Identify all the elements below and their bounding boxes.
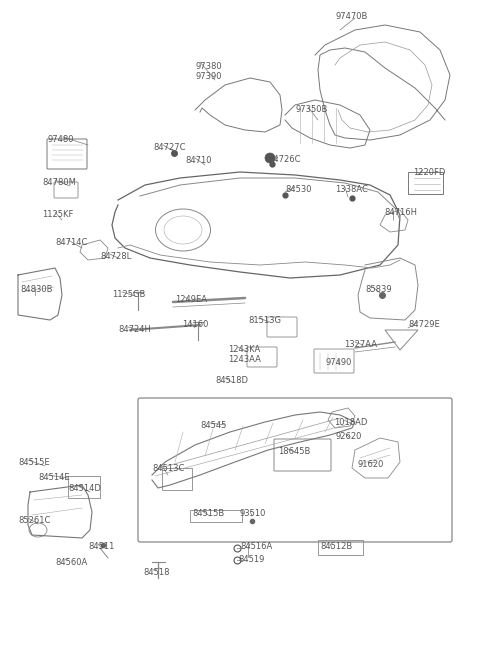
Text: 97390: 97390 bbox=[195, 72, 221, 81]
Text: 84729E: 84729E bbox=[408, 320, 440, 329]
Bar bbox=[318, 540, 363, 555]
Text: 1125GB: 1125GB bbox=[112, 290, 145, 299]
Text: 91620: 91620 bbox=[358, 460, 384, 469]
Text: 84724H: 84724H bbox=[118, 325, 151, 334]
Text: 81513G: 81513G bbox=[248, 316, 281, 325]
Text: 84728L: 84728L bbox=[100, 252, 131, 261]
Text: 1125KF: 1125KF bbox=[42, 210, 73, 219]
Text: 84530: 84530 bbox=[285, 185, 312, 194]
Text: 1327AA: 1327AA bbox=[344, 340, 377, 349]
Bar bbox=[190, 510, 242, 522]
Text: 97380: 97380 bbox=[195, 62, 222, 71]
Text: 84714C: 84714C bbox=[55, 238, 87, 247]
Text: 14160: 14160 bbox=[182, 320, 208, 329]
Bar bbox=[408, 172, 443, 194]
Text: 93510: 93510 bbox=[240, 509, 266, 518]
Text: 1220FD: 1220FD bbox=[413, 168, 445, 177]
Text: 84514D: 84514D bbox=[68, 484, 101, 493]
Text: 18645B: 18645B bbox=[278, 447, 311, 456]
Text: 1338AC: 1338AC bbox=[335, 185, 368, 194]
Text: 97490: 97490 bbox=[326, 358, 352, 367]
Text: 84515B: 84515B bbox=[192, 509, 224, 518]
Text: 1249EA: 1249EA bbox=[175, 295, 207, 304]
Text: 84518D: 84518D bbox=[215, 376, 248, 385]
Text: 84716H: 84716H bbox=[384, 208, 417, 217]
Text: 84519: 84519 bbox=[238, 555, 264, 564]
Text: 84780M: 84780M bbox=[42, 178, 76, 187]
Text: 84710: 84710 bbox=[185, 156, 212, 165]
Text: 1243KA: 1243KA bbox=[228, 345, 260, 354]
Text: 85261C: 85261C bbox=[18, 516, 50, 525]
Text: 84560A: 84560A bbox=[55, 558, 87, 567]
Text: 97470B: 97470B bbox=[335, 12, 367, 21]
Text: 84518: 84518 bbox=[143, 568, 169, 577]
Bar bbox=[68, 476, 100, 498]
Text: 84514E: 84514E bbox=[38, 473, 70, 482]
Bar bbox=[162, 468, 192, 490]
Text: 1243AA: 1243AA bbox=[228, 355, 261, 364]
Text: 84511: 84511 bbox=[88, 542, 114, 551]
Text: 84516A: 84516A bbox=[240, 542, 272, 551]
Text: 84512B: 84512B bbox=[320, 542, 352, 551]
Text: 85839: 85839 bbox=[365, 285, 392, 294]
Text: 84830B: 84830B bbox=[20, 285, 52, 294]
Text: 84513C: 84513C bbox=[152, 464, 184, 473]
Text: 84727C: 84727C bbox=[153, 143, 185, 152]
Text: 97480: 97480 bbox=[48, 135, 74, 144]
Text: 84726C: 84726C bbox=[268, 155, 300, 164]
Circle shape bbox=[265, 153, 275, 163]
Text: 97350B: 97350B bbox=[295, 105, 327, 114]
Text: 84545: 84545 bbox=[200, 421, 227, 430]
Text: 92620: 92620 bbox=[336, 432, 362, 441]
Text: 1018AD: 1018AD bbox=[334, 418, 367, 427]
Text: 84515E: 84515E bbox=[18, 458, 49, 467]
